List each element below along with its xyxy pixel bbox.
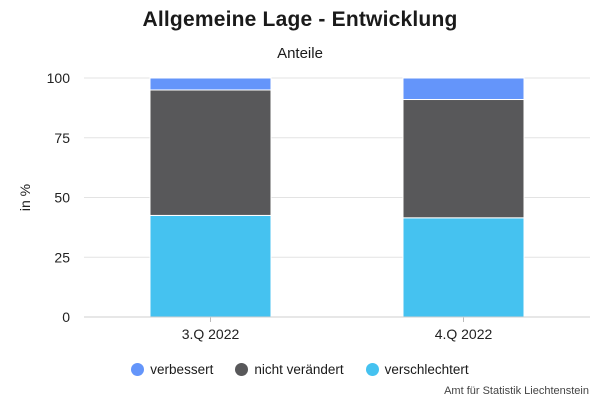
legend: verbessert nicht verändert verschlechtert: [0, 362, 600, 377]
y-tick-label: 75: [54, 130, 70, 146]
legend-item[interactable]: verschlechtert: [365, 362, 469, 377]
legend-item[interactable]: nicht verändert: [235, 362, 344, 377]
legend-label: nicht verändert: [254, 362, 344, 377]
y-tick-label: 25: [54, 249, 70, 265]
y-tick-label: 100: [47, 70, 71, 86]
y-tick-label: 50: [54, 190, 70, 206]
source-note: Amt für Statistik Liechtenstein: [444, 385, 589, 397]
bar-segment: [402, 77, 525, 101]
x-tick-label: 4.Q 2022: [435, 326, 493, 342]
legend-label: verschlechtert: [384, 362, 469, 377]
y-tick-label: 0: [62, 309, 70, 325]
y-axis-label: in %: [17, 184, 33, 211]
legend-swatch: [235, 363, 249, 376]
bar-segment: [149, 214, 272, 318]
legend-swatch: [365, 363, 379, 376]
bar-segment: [402, 217, 525, 318]
bar-segment: [402, 99, 525, 219]
legend-swatch: [131, 363, 145, 376]
bar-segment: [149, 89, 272, 216]
legend-item[interactable]: verbessert: [131, 362, 213, 377]
legend-label: verbessert: [150, 362, 214, 377]
chart-title: Allgemeine Lage - Entwicklung: [142, 8, 458, 31]
bar-segment: [149, 77, 272, 91]
chart-subtitle: Anteile: [277, 45, 323, 62]
x-tick-label: 3.Q 2022: [182, 326, 240, 342]
